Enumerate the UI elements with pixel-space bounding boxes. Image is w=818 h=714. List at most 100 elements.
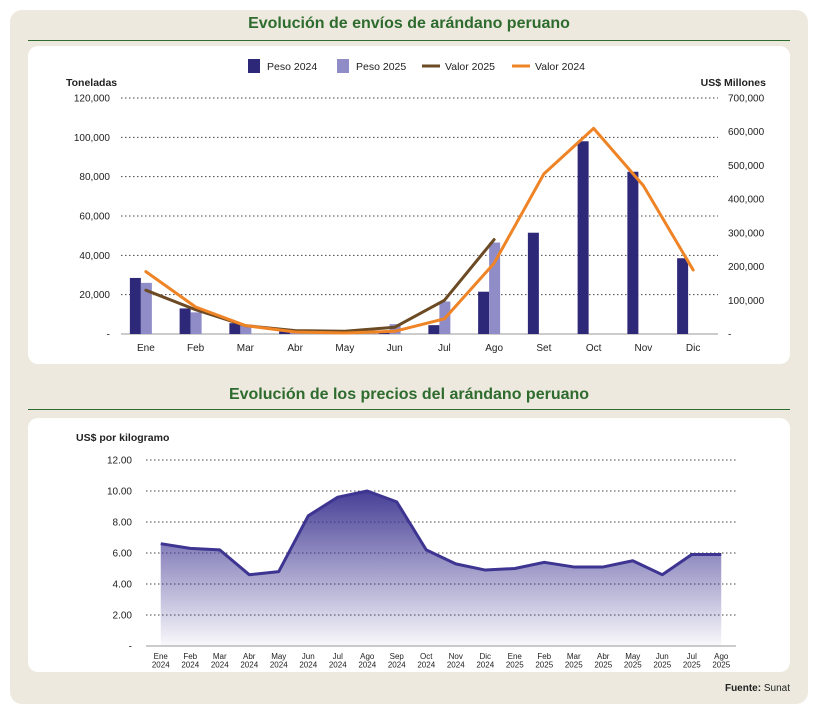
x-tick-label: Nov 2024 (447, 652, 465, 670)
price-area (160, 491, 722, 646)
y2-tick-label: 600,000 (728, 127, 765, 138)
x-tick-label: Abr 2024 (240, 652, 258, 670)
x-tick-label: Feb (187, 343, 205, 354)
y-tick-label: 10.00 (107, 487, 132, 498)
y2-tick-label: 500,000 (728, 161, 765, 172)
x-tick-label: Mar (237, 343, 255, 354)
x-tick-label: Ene (137, 343, 155, 354)
legend-label: Peso 2025 (356, 61, 406, 73)
x-tick-label: Feb 2025 (535, 652, 553, 670)
x-tick-label: Ene 2024 (152, 652, 170, 670)
shipments-chart: -20,00040,00060,00080,000100,000120,000 … (66, 59, 767, 354)
line-valor-2025 (144, 238, 496, 333)
x-tick-label: Ago 2025 (712, 652, 730, 670)
bar-peso-2024 (428, 325, 440, 334)
x-tick-label: Jul (438, 343, 451, 354)
bar-peso-2025 (489, 242, 501, 334)
legend: Peso 2024 Peso 2025 Valor 2025 Valor 2024 (248, 59, 585, 73)
legend-label: Valor 2025 (445, 61, 495, 73)
chart-1-title-rule (28, 40, 790, 41)
bar-peso-2024 (279, 331, 291, 334)
y-tick-label: 60,000 (79, 212, 110, 223)
y-axis-right-label: US$ Millones (701, 77, 767, 89)
y-tick-label: 40,000 (79, 251, 110, 262)
y-axis-right-ticks: - 100,000 200,000 300,000 400,000 500,000 600,… (728, 94, 765, 341)
chart-2-panel: - 2.00 4.00 6.00 8.00 10.00 12.00 Ene 2024 Feb 20… (28, 418, 790, 672)
y2-tick-label: 200,000 (728, 262, 765, 273)
bar-peso-2025 (140, 282, 152, 334)
x-axis-ticks: Ene 2024 Feb 2024 Mar 2024 Abr 2024 May 2024 Jun 20… (152, 652, 731, 670)
x-tick-label: Jun 2025 (653, 652, 671, 670)
y-axis-ticks: - 2.00 4.00 6.00 8.00 10.00 12.00 (107, 456, 132, 653)
y-tick-label: 120,000 (74, 94, 111, 105)
x-axis-ticks: Ene Feb Mar Abr May Jun Jul Ago Set Oct Nov Dic (137, 343, 700, 354)
grid-lines (121, 97, 718, 335)
y-tick-label: 8.00 (113, 518, 133, 529)
x-tick-label: Jul 2024 (329, 652, 347, 670)
x-tick-label: Abr 2025 (594, 652, 612, 670)
price-chart: - 2.00 4.00 6.00 8.00 10.00 12.00 Ene 2024 Feb 20… (76, 432, 736, 670)
bar-peso-2024 (179, 308, 191, 334)
bar-peso-2024 (627, 171, 639, 334)
x-tick-label: Oct (586, 343, 602, 354)
bar-peso-2024 (229, 323, 241, 334)
x-tick-label: Jun (387, 343, 403, 354)
x-tick-label: Nov (634, 343, 652, 354)
line-valor-2024 (144, 126, 695, 335)
legend-label: Peso 2024 (267, 61, 317, 73)
source-label: Fuente: (724, 683, 762, 694)
y-tick-label: 80,000 (79, 172, 110, 183)
chart-2-title: Evolución de los precios del arándano pe… (228, 386, 590, 403)
legend-label: Valor 2024 (535, 61, 585, 73)
x-tick-label: Oct 2024 (417, 652, 435, 670)
x-tick-label: Sep 2024 (388, 652, 406, 670)
x-tick-label: May 2025 (624, 652, 642, 670)
x-tick-label: Jul 2025 (683, 652, 701, 670)
y-tick-label: - (107, 330, 110, 341)
x-tick-label: Ene 2025 (506, 652, 524, 670)
y-axis-left-ticks: - 20,000 40,000 60,000 80,000 100,000 120,000 (74, 94, 111, 341)
x-tick-label: Set (536, 343, 551, 354)
y2-tick-label: 400,000 (728, 195, 765, 206)
y-axis-left-label: Toneladas (66, 77, 117, 89)
chart-2-title-rule (28, 409, 790, 410)
bars-group (129, 141, 689, 334)
bar-peso-2025 (389, 324, 401, 334)
bar-peso-2024 (478, 291, 490, 334)
y-tick-label: 6.00 (113, 549, 133, 560)
x-tick-label: Jun 2024 (299, 652, 317, 670)
y-tick-label: 4.00 (113, 580, 133, 591)
y-tick-label: 100,000 (74, 133, 111, 144)
x-tick-label: Abr (287, 343, 303, 354)
bar-peso-2025 (240, 325, 252, 334)
x-tick-label: Ago (485, 343, 503, 354)
y2-tick-label: 700,000 (728, 94, 765, 105)
bar-peso-2025 (190, 312, 202, 334)
bar-peso-2024 (577, 141, 589, 334)
source-note: Fuente: Sunat (725, 683, 790, 694)
y-tick-label: 12.00 (107, 456, 132, 467)
x-tick-label: Ago 2024 (358, 652, 376, 670)
x-tick-label: Mar 2025 (565, 652, 583, 670)
price-line (160, 489, 722, 577)
bar-peso-2024 (527, 232, 539, 334)
chart-1-title: Evolución de envíos de arándano peruano (248, 15, 570, 32)
legend-swatch (337, 59, 349, 73)
y2-tick-label: - (728, 330, 731, 341)
x-tick-label: Mar 2024 (211, 652, 229, 670)
source-value: Sunat (763, 683, 790, 694)
y2-tick-label: 100,000 (728, 296, 765, 307)
bar-peso-2024 (677, 258, 689, 334)
chart-1-panel: -20,000 40,000 60,000 80,000 100,000 120,000 … (28, 46, 790, 364)
legend-swatch (248, 59, 260, 73)
y-tick-label: - (129, 642, 132, 653)
x-tick-label: May 2024 (270, 652, 288, 670)
x-tick-label: Dic 2024 (476, 652, 494, 670)
x-tick-label: May (335, 343, 354, 354)
y2-tick-label: 300,000 (728, 228, 765, 239)
lines-group (144, 126, 695, 335)
bar-peso-2024 (129, 277, 141, 334)
y-tick-label: 2.00 (113, 611, 133, 622)
x-tick-label: Feb 2024 (181, 652, 199, 670)
y-tick-label: 20,000 (79, 290, 110, 301)
